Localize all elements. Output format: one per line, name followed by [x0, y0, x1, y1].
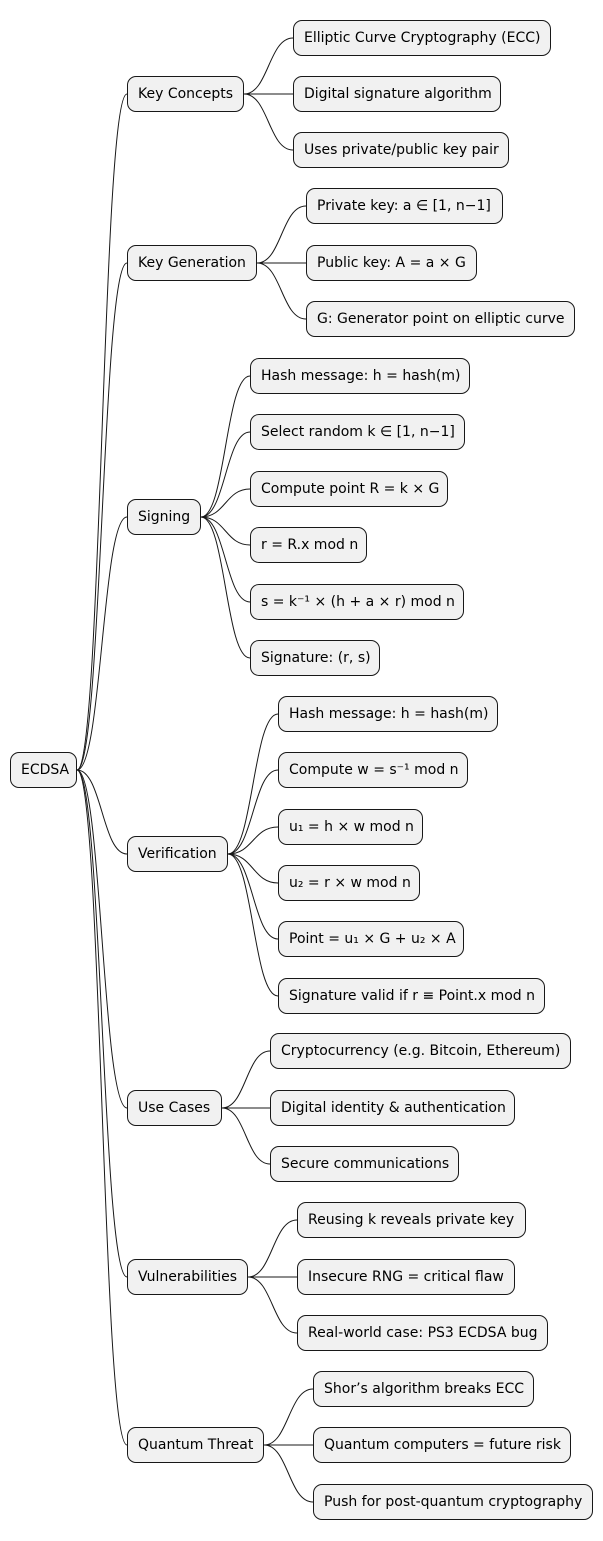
- connector-root-to-branch: [76, 769, 128, 1278]
- leaf-node-signature-pair: Signature: (r, s): [250, 640, 380, 676]
- leaf-node-select-random-k: Select random k ∈ [1, n−1]: [250, 414, 465, 450]
- leaf-node-r-value: r = R.x mod n: [250, 527, 367, 563]
- connector-root-to-branch: [76, 93, 128, 771]
- leaf-node-verify-hash: Hash message: h = hash(m): [278, 696, 498, 732]
- connector-branch-to-leaf: [247, 1219, 298, 1278]
- leaf-node-insecure-rng: Insecure RNG = critical flaw: [297, 1259, 515, 1295]
- branch-node-vulnerabilities: Vulnerabilities: [127, 1259, 248, 1295]
- connector-branch-to-leaf: [256, 262, 307, 320]
- branch-node-verification: Verification: [127, 836, 228, 872]
- leaf-node-verify-point: Point = u₁ × G + u₂ × A: [278, 921, 464, 957]
- connector-branch-to-leaf: [200, 375, 251, 518]
- leaf-node-post-quantum: Push for post-quantum cryptography: [313, 1484, 593, 1520]
- leaf-node-compute-w: Compute w = s⁻¹ mod n: [278, 752, 468, 788]
- leaf-node-compute-r-point: Compute point R = k × G: [250, 471, 448, 507]
- leaf-node-cryptocurrency: Cryptocurrency (e.g. Bitcoin, Ethereum): [270, 1033, 571, 1069]
- leaf-node-u1: u₁ = h × w mod n: [278, 809, 423, 845]
- leaf-node-public-key: Public key: A = a × G: [306, 245, 477, 281]
- leaf-node-signing-hash: Hash message: h = hash(m): [250, 358, 470, 394]
- connector-branch-to-leaf: [200, 488, 251, 518]
- connector-branch-to-leaf: [263, 1444, 314, 1503]
- connector-branch-to-leaf: [221, 1107, 271, 1165]
- connector-branch-to-leaf: [227, 853, 279, 940]
- connector-root-to-branch: [76, 262, 128, 771]
- connector-branch-to-leaf: [227, 826, 279, 855]
- connector-branch-to-leaf: [256, 205, 307, 264]
- connector-branch-to-leaf: [243, 93, 294, 151]
- connector-branch-to-leaf: [227, 853, 279, 884]
- leaf-node-ecc: Elliptic Curve Cryptography (ECC): [293, 20, 551, 56]
- connector-root-to-branch: [76, 769, 128, 1446]
- branch-node-use-cases: Use Cases: [127, 1090, 222, 1126]
- leaf-node-signature-valid: Signature valid if r ≡ Point.x mod n: [278, 978, 545, 1014]
- leaf-node-quantum-computers: Quantum computers = future risk: [313, 1427, 571, 1463]
- connector-branch-to-leaf: [263, 1388, 314, 1446]
- connector-root-to-branch: [76, 516, 128, 771]
- leaf-node-digital-identity: Digital identity & authentication: [270, 1090, 515, 1126]
- connector-branch-to-leaf: [200, 516, 251, 546]
- connector-branch-to-leaf: [247, 1276, 298, 1334]
- leaf-node-key-pair: Uses private/public key pair: [293, 132, 509, 168]
- leaf-node-u2: u₂ = r × w mod n: [278, 865, 420, 901]
- connector-branch-to-leaf: [200, 431, 251, 518]
- branch-node-signing: Signing: [127, 499, 201, 535]
- connector-branch-to-leaf: [221, 1050, 271, 1109]
- root-node-ecdsa: ECDSA: [10, 752, 77, 788]
- leaf-node-digital-signature-algorithm: Digital signature algorithm: [293, 76, 501, 112]
- leaf-node-shors-algorithm: Shor’s algorithm breaks ECC: [313, 1371, 534, 1407]
- leaf-node-reusing-k: Reusing k reveals private key: [297, 1202, 526, 1238]
- leaf-node-secure-communications: Secure communications: [270, 1146, 459, 1182]
- leaf-node-private-key: Private key: a ∈ [1, n−1]: [306, 188, 503, 224]
- connector-branch-to-leaf: [227, 713, 279, 855]
- connector-branch-to-leaf: [200, 516, 251, 603]
- leaf-node-ps3-bug: Real-world case: PS3 ECDSA bug: [297, 1315, 548, 1351]
- connector-branch-to-leaf: [227, 769, 279, 855]
- connector-root-to-branch: [76, 769, 128, 1109]
- connector-branch-to-leaf: [243, 37, 294, 95]
- branch-node-key-concepts: Key Concepts: [127, 76, 244, 112]
- leaf-node-generator-point: G: Generator point on elliptic curve: [306, 301, 575, 337]
- connector-branch-to-leaf: [200, 516, 251, 659]
- branch-node-key-generation: Key Generation: [127, 245, 257, 281]
- connector-root-to-branch: [76, 769, 128, 855]
- branch-node-quantum-threat: Quantum Threat: [127, 1427, 264, 1463]
- leaf-node-s-value: s = k⁻¹ × (h + a × r) mod n: [250, 584, 464, 620]
- connector-branch-to-leaf: [227, 853, 279, 997]
